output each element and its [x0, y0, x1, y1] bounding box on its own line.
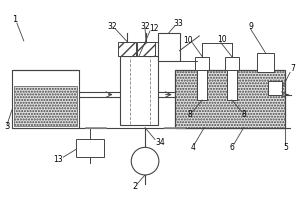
- Text: 6: 6: [230, 143, 235, 152]
- Bar: [175, 70, 285, 128]
- Text: 32: 32: [108, 22, 117, 31]
- Bar: [12, 70, 79, 128]
- Bar: [175, 70, 285, 128]
- Text: 9: 9: [249, 22, 254, 31]
- Text: 7: 7: [290, 64, 295, 73]
- Bar: [195, 57, 209, 70]
- Text: 8: 8: [188, 110, 192, 119]
- Bar: [197, 70, 207, 100]
- Text: 10: 10: [184, 36, 193, 45]
- Text: 1: 1: [12, 15, 17, 24]
- Text: 5: 5: [283, 143, 288, 152]
- Bar: [120, 56, 158, 125]
- Text: 12: 12: [149, 24, 158, 33]
- Text: 3: 3: [4, 122, 9, 131]
- Bar: [14, 86, 77, 126]
- Text: 33: 33: [174, 19, 183, 28]
- Text: 8: 8: [242, 110, 247, 119]
- Bar: [76, 139, 104, 157]
- Text: 10: 10: [217, 35, 227, 44]
- Text: 34: 34: [155, 138, 165, 147]
- Bar: [158, 33, 180, 61]
- Bar: [227, 70, 237, 100]
- Bar: [268, 81, 282, 95]
- Text: 32: 32: [140, 22, 150, 31]
- Bar: [137, 42, 155, 56]
- Text: 2: 2: [132, 182, 137, 191]
- Circle shape: [131, 147, 159, 175]
- Bar: [225, 57, 239, 70]
- Text: 13: 13: [53, 155, 63, 164]
- Text: 4: 4: [190, 143, 195, 152]
- Bar: [256, 53, 274, 72]
- Bar: [118, 42, 136, 56]
